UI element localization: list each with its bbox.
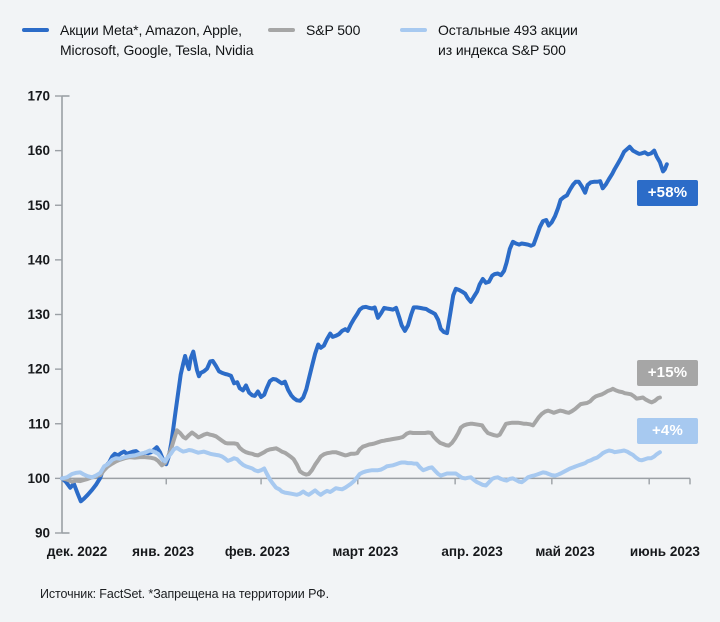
change-badge-other-493: +4% xyxy=(637,418,698,444)
series-line-1 xyxy=(60,386,662,484)
x-tick-label: апр. 2023 xyxy=(441,544,503,559)
legend-item-megacap-stocks: Акции Meta*, Amazon, Apple, Microsoft, G… xyxy=(22,20,254,60)
x-tick-label: дек. 2022 xyxy=(47,544,107,559)
legend-label: Акции Meta*, Amazon, Apple, Microsoft, G… xyxy=(60,22,254,58)
y-tick-label: 90 xyxy=(35,526,50,541)
y-tick-label: 120 xyxy=(27,362,50,377)
change-badge-sp500: +15% xyxy=(637,360,698,386)
y-tick-label: 110 xyxy=(28,416,50,431)
x-tick-label: март 2023 xyxy=(332,544,398,559)
legend-item-other-493-stocks: Остальные 493 акции из индекса S&P 500 xyxy=(400,20,578,60)
legend-swatch-gray xyxy=(268,28,295,32)
legend-swatch-lightblue xyxy=(400,28,427,32)
x-tick-label: май 2023 xyxy=(535,544,595,559)
y-tick-label: 170 xyxy=(27,89,50,104)
chart-legend: Акции Meta*, Amazon, Apple, Microsoft, G… xyxy=(0,20,720,80)
x-tick-label: июнь 2023 xyxy=(630,544,701,559)
legend-item-sp500: S&P 500 xyxy=(268,20,360,40)
x-tick-label: фев. 2023 xyxy=(225,544,290,559)
y-tick-label: 150 xyxy=(27,198,50,213)
y-tick-label: 100 xyxy=(27,471,50,486)
legend-label: S&P 500 xyxy=(306,22,361,38)
series-line-2 xyxy=(60,445,662,497)
source-note: Источник: FactSet. *Запрещена на террито… xyxy=(40,587,329,601)
change-badge-megacap: +58% xyxy=(637,180,698,206)
x-tick-label: янв. 2023 xyxy=(132,544,194,559)
y-tick-label: 130 xyxy=(27,307,50,322)
y-tick-label: 140 xyxy=(27,252,50,267)
y-tick-label: 160 xyxy=(27,143,50,158)
legend-swatch-blue xyxy=(22,28,49,32)
legend-label: Остальные 493 акции из индекса S&P 500 xyxy=(438,22,578,58)
